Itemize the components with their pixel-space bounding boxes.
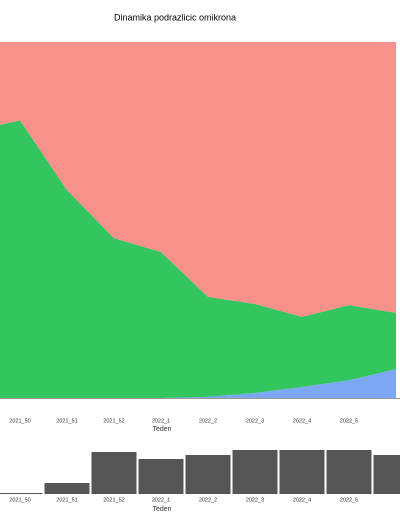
x-tick-label: 2022_3 [246,497,264,503]
area [0,120,396,398]
x-tick-label: 2021_51 [56,418,77,424]
x-tick-label: 2022_3 [246,418,264,424]
chart-title: Dinamika podrazlicic omikrona [114,12,236,22]
bar [373,455,400,494]
x-tick-label: 2021_52 [103,418,124,424]
x-tick-label: 2022_4 [293,418,311,424]
bar [138,459,184,494]
bar [279,450,325,494]
x-tick-label: 2021_50 [9,418,30,424]
bar [44,483,90,494]
x-axis-label: Teden [152,506,171,513]
x-tick-label: 2022_2 [199,418,217,424]
x-tick-label: 2022_2 [199,497,217,503]
x-tick-label: 2022_4 [293,497,311,503]
bar [0,493,43,494]
x-tick-label: 2022_5 [340,497,358,503]
x-tick-label: 2022_1 [152,497,170,503]
bar [185,455,231,494]
bar [91,452,137,494]
x-axis-label: Teden [152,426,171,433]
x-tick-label: 2021_50 [9,497,30,503]
x-tick-label: 2022_1 [152,418,170,424]
bar [232,450,278,494]
x-tick-label: 2022_5 [340,418,358,424]
x-tick-label: 2021_51 [56,497,77,503]
area [0,42,396,317]
x-tick-label: 2021_52 [103,497,124,503]
area [0,369,396,398]
bar [326,450,372,494]
